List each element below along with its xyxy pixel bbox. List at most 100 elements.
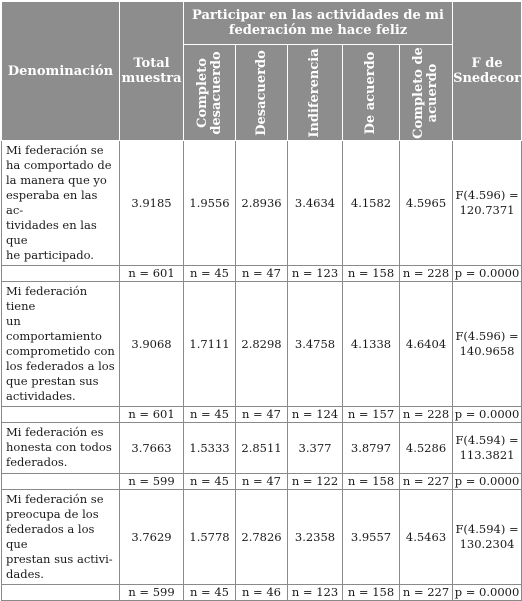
cell-n: n = 158 — [342, 265, 400, 282]
row-question: Mi federación se preocupa de los federad… — [1, 489, 120, 585]
cell-p-value: p = 0.0000 — [452, 406, 522, 423]
header-group-line1: Participar en las actividades de mi — [192, 8, 444, 23]
question-line: Mi federación es — [6, 425, 104, 439]
question-line: comprometido con — [6, 344, 115, 358]
cell-n: n = 45 — [183, 584, 236, 601]
cell-value: 2.7826 — [235, 489, 288, 585]
row-question: Mi federación se ha comportado de la man… — [1, 140, 120, 266]
header-total-line2: muestra — [121, 71, 182, 86]
cell-value: 3.8797 — [342, 422, 400, 474]
cell-value: 2.8511 — [235, 422, 288, 474]
cell-n: n = 45 — [183, 473, 236, 490]
cell-n: n = 123 — [287, 265, 343, 282]
table-row: Mi federación se ha comportado de la man… — [1, 140, 522, 266]
cell-total: 3.7629 — [119, 489, 184, 585]
header-f-line2: Snedecor — [453, 71, 521, 86]
header-f-line1: F de — [471, 56, 503, 71]
cell-p-value: p = 0.0000 — [452, 265, 522, 282]
header-col-4-line2: acuerdo — [425, 63, 441, 122]
cell-n: n = 123 — [287, 584, 343, 601]
header-f-snedecor: F de Snedecor — [452, 1, 522, 141]
cell-n: n = 228 — [398, 406, 454, 423]
cell-p-value: p = 0.0000 — [452, 584, 522, 601]
table-row-n: n = 601 n = 45 n = 47 n = 123 n = 158 n … — [1, 265, 522, 282]
cell-empty — [1, 584, 120, 601]
cell-total: 3.9068 — [119, 281, 184, 407]
cell-value: 4.6404 — [398, 281, 454, 407]
question-line: Mi federación se — [6, 143, 104, 157]
cell-value: 1.9556 — [183, 140, 236, 266]
cell-empty — [1, 265, 120, 282]
cell-value: 1.7111 — [183, 281, 236, 407]
question-line: ha comportado de — [6, 158, 112, 172]
cell-total: 3.7663 — [119, 422, 184, 474]
question-line: Mi federación se — [6, 492, 104, 506]
question-line: esperaba en las ac- — [6, 188, 98, 217]
table-row-n: n = 599 n = 45 n = 47 n = 122 n = 158 n … — [1, 473, 522, 490]
f-line2: 140.9658 — [459, 344, 515, 358]
cell-n: n = 124 — [287, 406, 343, 423]
header-col-indiferencia: Indiferencia — [287, 44, 343, 141]
table-row: Mi federación es honesta con todos feder… — [1, 422, 522, 474]
table-row-n: n = 599 n = 45 n = 46 n = 123 n = 158 n … — [1, 584, 522, 601]
header-col-de-acuerdo-label: De acuerdo — [363, 51, 378, 134]
question-line: los federados a los — [6, 359, 115, 373]
header-col-0-line2: desacuerdo — [208, 50, 224, 135]
header-col-desacuerdo-label: Desacuerdo — [254, 50, 269, 136]
header-col-completo-desacuerdo: Completo desacuerdo — [183, 44, 236, 141]
cell-n: n = 227 — [398, 473, 454, 490]
row-question: Mi federación tiene un comportamiento co… — [1, 281, 120, 407]
cell-empty — [1, 406, 120, 423]
f-line1: F(4.594) = — [455, 433, 519, 447]
header-col-2-line1: Indiferencia — [307, 47, 322, 138]
header-group: Participar en las actividades de mi fede… — [182, 1, 454, 45]
cell-p-value: p = 0.0000 — [452, 473, 522, 490]
f-line1: F(4.596) = — [455, 329, 519, 343]
header-col-4-line1: Completo de — [411, 46, 427, 139]
cell-n: n = 46 — [235, 584, 288, 601]
header-col-desacuerdo: Desacuerdo — [235, 44, 288, 141]
cell-value: 4.5965 — [398, 140, 454, 266]
cell-value: 4.1582 — [342, 140, 400, 266]
question-line: tividades en las que — [6, 218, 97, 247]
f-line2: 130.2304 — [459, 537, 515, 551]
header-group-line2: federación me hace feliz — [228, 23, 408, 38]
cell-n: n = 158 — [342, 584, 400, 601]
cell-value: 3.9557 — [342, 489, 400, 585]
cell-empty — [1, 473, 120, 490]
question-line: dades. — [6, 567, 44, 581]
question-line: un comportamiento — [6, 314, 102, 343]
question-line: federados a los que — [6, 522, 95, 551]
question-line: preocupa de los — [6, 507, 99, 521]
cell-n: n = 227 — [398, 584, 454, 601]
cell-n: n = 47 — [235, 473, 288, 490]
question-line: federados. — [6, 455, 68, 469]
cell-value: 3.4758 — [287, 281, 343, 407]
f-line1: F(4.596) = — [455, 188, 519, 202]
cell-n: n = 122 — [287, 473, 343, 490]
cell-f-statistic: F(4.596) = 120.7371 — [452, 140, 522, 266]
question-line: que prestan sus — [6, 374, 99, 388]
cell-value: 3.2358 — [287, 489, 343, 585]
cell-value: 3.377 — [287, 422, 343, 474]
row-question: Mi federación es honesta con todos feder… — [1, 422, 120, 474]
header-denominacion-label: Denominación — [7, 63, 114, 79]
cell-n-total: n = 599 — [119, 473, 184, 490]
cell-n-total: n = 601 — [119, 265, 184, 282]
f-line2: 120.7371 — [459, 203, 515, 217]
cell-value: 4.1338 — [342, 281, 400, 407]
header-col-completo-acuerdo: Completo de acuerdo — [398, 44, 454, 141]
table-row: Mi federación tiene un comportamiento co… — [1, 281, 522, 407]
cell-n: n = 45 — [183, 406, 236, 423]
question-line: he participado. — [6, 248, 94, 262]
f-line2: 113.3821 — [459, 448, 515, 462]
cell-n: n = 228 — [398, 265, 454, 282]
cell-value: 1.5333 — [183, 422, 236, 474]
question-line: la manera que yo — [6, 173, 107, 187]
header-col-indiferencia-label: Indiferencia — [307, 47, 322, 138]
f-line1: F(4.594) = — [455, 522, 519, 536]
cell-n: n = 45 — [183, 265, 236, 282]
question-line: prestan sus activi- — [6, 552, 113, 566]
